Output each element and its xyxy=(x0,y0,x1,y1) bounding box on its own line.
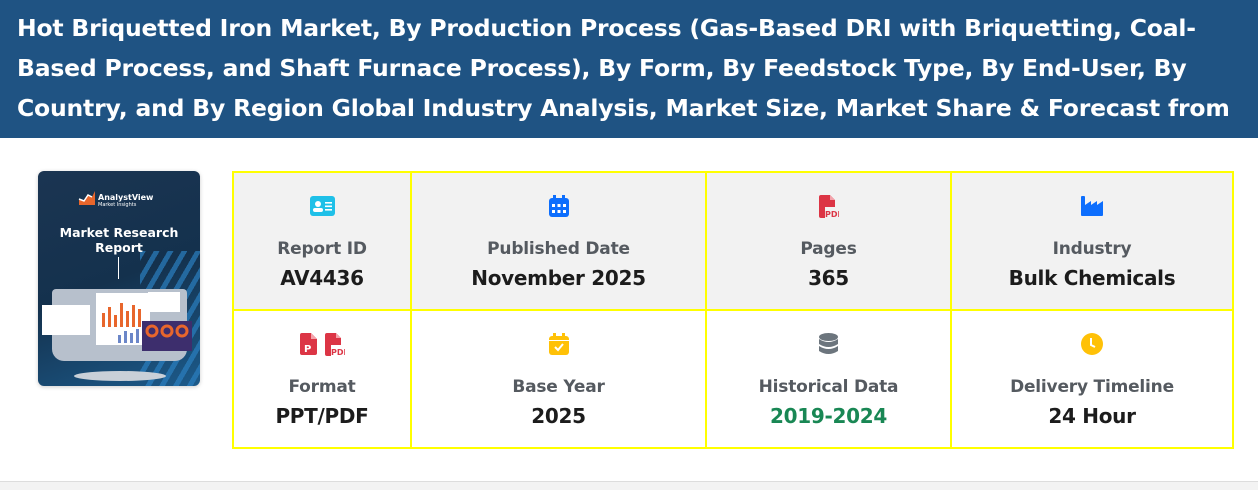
ppt-file-icon: P xyxy=(299,333,317,355)
detail-delivery-timeline: Delivery Timeline 24 Hour xyxy=(952,311,1232,447)
cover-title: Market Research Report xyxy=(59,225,179,255)
detail-value: November 2025 xyxy=(471,266,646,290)
industry-icon xyxy=(1081,196,1103,216)
detail-label: Published Date xyxy=(487,239,630,259)
detail-historical-data: Historical Data 2019-2024 xyxy=(707,311,952,447)
clock-icon xyxy=(1081,333,1103,355)
detail-industry: Industry Bulk Chemicals xyxy=(952,173,1232,311)
section-divider xyxy=(0,481,1258,490)
svg-text:PDF: PDF xyxy=(825,210,839,218)
detail-report-id: Report ID AV4436 xyxy=(234,173,412,311)
detail-label: Base Year xyxy=(512,377,605,397)
pdf-file-icon: PDF xyxy=(818,194,839,218)
detail-label: Historical Data xyxy=(758,377,899,397)
detail-value: Bulk Chemicals xyxy=(1008,266,1176,290)
detail-value: 365 xyxy=(808,266,849,290)
detail-label: Delivery Timeline xyxy=(1010,377,1174,397)
detail-label: Industry xyxy=(1052,239,1132,259)
detail-base-year: Base Year 2025 xyxy=(412,311,707,447)
analystview-logo-icon xyxy=(78,191,95,205)
svg-text:P: P xyxy=(304,344,311,355)
database-icon xyxy=(819,333,838,354)
detail-label: Report ID xyxy=(277,239,367,259)
detail-value: 2025 xyxy=(531,404,586,428)
detail-label: Format xyxy=(288,377,356,397)
svg-text:PDF: PDF xyxy=(331,348,345,356)
page-header: Hot Briquetted Iron Market, By Productio… xyxy=(0,0,1258,162)
report-details-table: Report ID AV4436 Published Date November… xyxy=(232,171,1234,449)
detail-value: PPT/PDF xyxy=(275,404,369,428)
detail-value: AV4436 xyxy=(280,266,364,290)
report-title: Hot Briquetted Iron Market, By Productio… xyxy=(17,14,1230,162)
detail-format: P PDF Format PPT/PDF xyxy=(234,311,412,447)
detail-value: 2019-2024 xyxy=(770,404,887,428)
detail-value: 24 Hour xyxy=(1048,404,1136,428)
detail-label: Pages xyxy=(800,239,857,259)
detail-published-date: Published Date November 2025 xyxy=(412,173,707,311)
cover-brand: AnalystView Market Insights xyxy=(98,193,154,208)
report-cover-image: AnalystView Market Insights Market Resea… xyxy=(38,171,200,386)
id-card-icon xyxy=(309,196,335,216)
detail-pages: PDF Pages 365 xyxy=(707,173,952,311)
calendar-check-icon xyxy=(548,333,569,355)
calendar-icon xyxy=(548,195,569,217)
pdf-file-icon: PDF xyxy=(324,332,345,356)
